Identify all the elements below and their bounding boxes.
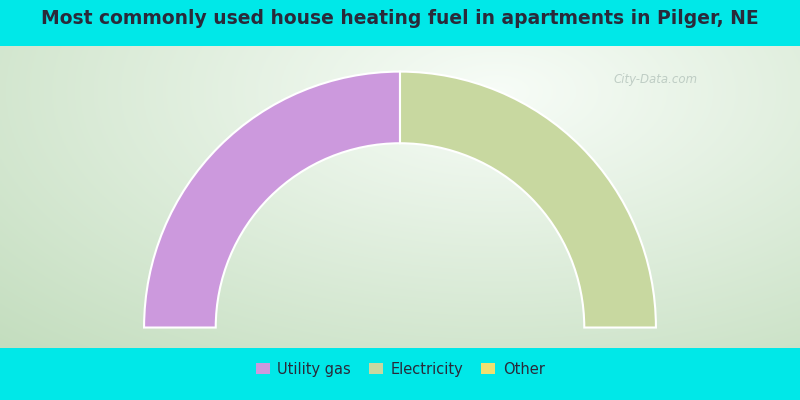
Wedge shape: [400, 72, 656, 328]
Text: City-Data.com: City-Data.com: [614, 74, 698, 86]
Legend: Utility gas, Electricity, Other: Utility gas, Electricity, Other: [250, 356, 550, 383]
Wedge shape: [144, 72, 400, 328]
Text: Most commonly used house heating fuel in apartments in Pilger, NE: Most commonly used house heating fuel in…: [41, 8, 759, 28]
